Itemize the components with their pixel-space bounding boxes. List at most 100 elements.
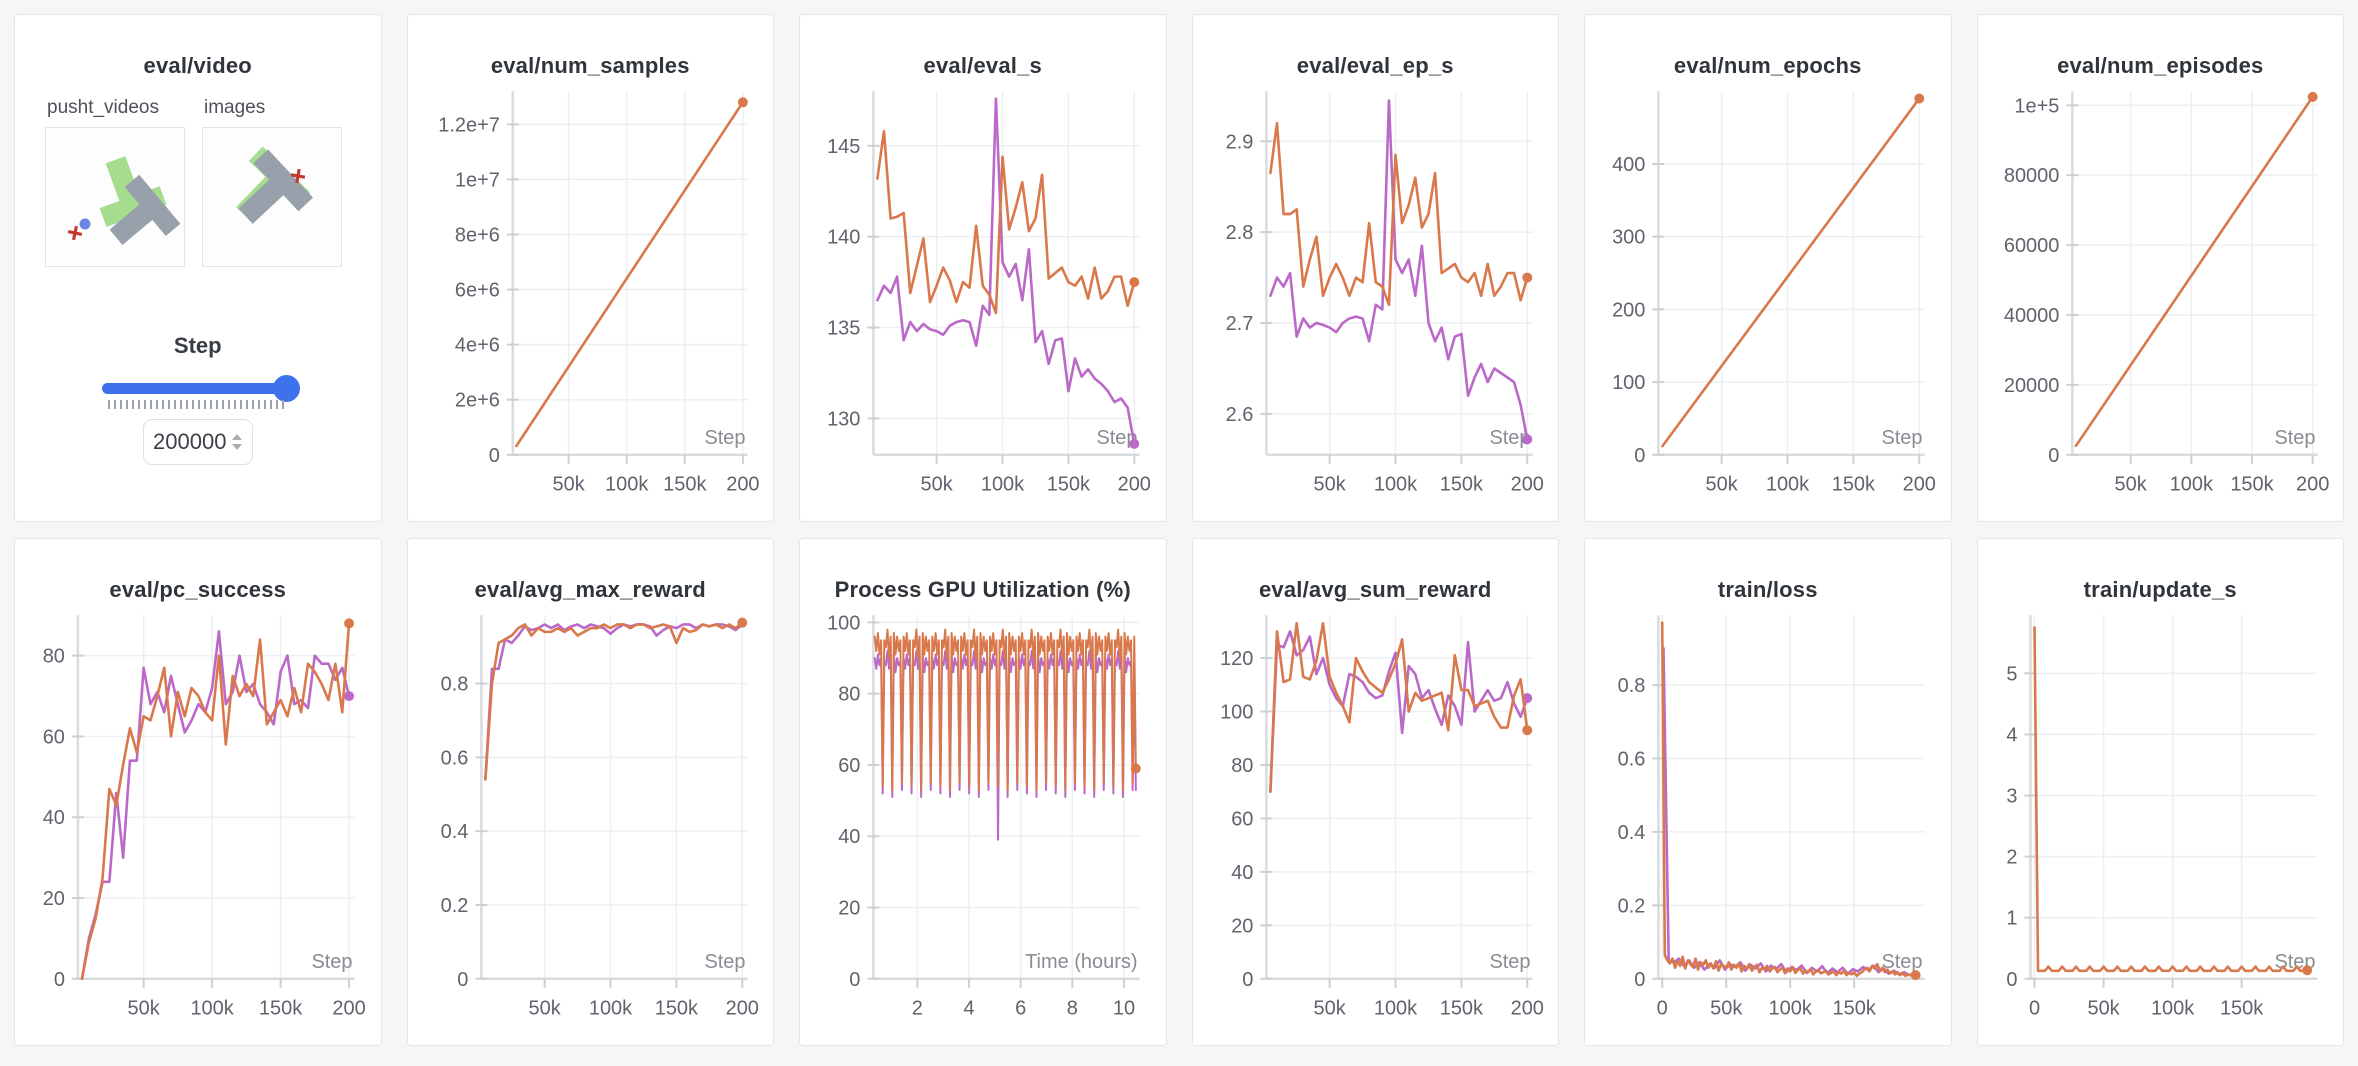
chart-panel[interactable]: eval/pc_success 50k 100k 150k 200 0 20 40 60 80 S… — [14, 538, 382, 1046]
x-axis-label: Step — [1881, 951, 1922, 973]
chart-canvas: 50k 100k 150k 200 0 0.2 0.4 0.6 0.8 Step — [440, 615, 758, 1020]
y-tick-label: 20 — [1231, 915, 1253, 937]
y-tick-label: 6e+6 — [454, 280, 499, 302]
series-end-dot-orange — [1910, 970, 1921, 981]
series-line-orange — [80, 622, 351, 981]
x-axis-label: Step — [704, 427, 745, 449]
series-end-dot-purple — [1129, 438, 1140, 449]
y-tick-label: 40 — [838, 826, 860, 848]
x-tick-label: 100k — [1373, 474, 1417, 496]
chart-canvas: 50k 100k 150k 200 0 2e+6 4e+6 6e+6 8e+6 1e+7 1.2e+… — [438, 91, 759, 496]
series-line-orange — [2074, 95, 2314, 448]
x-axis-label: Step — [704, 951, 745, 973]
y-tick-label: 80 — [43, 646, 65, 668]
x-tick-label: 8 — [1067, 998, 1078, 1020]
chart-panel[interactable]: eval/eval_ep_s 50k 100k 150k 200 2.6 2.7 2.8 2.… — [1191, 14, 1559, 522]
y-tick-label: 0.8 — [440, 674, 468, 696]
y-tick-label: 3 — [2006, 785, 2017, 807]
x-tick-label: 150k — [1832, 474, 1876, 496]
series-end-dot-purple — [344, 691, 355, 702]
chart-panel[interactable]: train/loss 0 50k 100k 150k 0 0.2 0.4 0.6 0.8 Step — [1584, 538, 1952, 1046]
x-tick-label: 150k — [2230, 474, 2274, 496]
series-line-orange — [1661, 97, 1921, 448]
slider-track[interactable] — [101, 383, 294, 394]
chart-canvas: 50k 100k 150k 200 0 100 200 300 400 Step — [1612, 91, 1936, 496]
chart-title: eval/eval_s — [923, 53, 1042, 78]
agent-dot — [79, 218, 91, 230]
y-tick-label: 80 — [1231, 755, 1253, 777]
chart-panel[interactable]: train/update_s 0 50k 100k 150k 0 1 2 3 4 5 Step — [1976, 538, 2344, 1046]
gray-t-shape — [109, 174, 181, 245]
y-tick-label: 60000 — [2003, 235, 2059, 257]
y-tick-label: 145 — [827, 136, 860, 158]
series-end-dot-orange — [2301, 965, 2312, 976]
chart-panel[interactable]: eval/eval_s 50k 100k 150k 200 130 135 140 145 St… — [799, 14, 1167, 522]
x-axis-label: Step — [2274, 427, 2315, 449]
x-tick-label: 200 — [1510, 474, 1543, 496]
x-tick-label: 100k — [2169, 474, 2213, 496]
pusht-video-thumbnail[interactable] — [45, 127, 185, 267]
chart-panel[interactable]: Process GPU Utilization (%) 2 4 6 8 10 0 20 40 6… — [799, 538, 1167, 1046]
y-tick-label: 2.6 — [1225, 404, 1253, 426]
series-line-purple — [873, 649, 1137, 841]
chart-panel[interactable]: eval/avg_max_reward 50k 100k 150k 200 0 0.2 0.… — [406, 538, 774, 1046]
x-tick-label: 200 — [725, 998, 758, 1020]
series-line-orange — [2032, 626, 2308, 973]
x-tick-label: 50k — [2087, 998, 2120, 1020]
chart-title: eval/num_samples — [490, 53, 690, 78]
y-tick-label: 120 — [1220, 648, 1253, 670]
y-tick-label: 0 — [457, 969, 468, 991]
y-tick-label: 2 — [2006, 847, 2017, 869]
y-tick-label: 60 — [1231, 808, 1253, 830]
chart-canvas: 50k 100k 150k 200 2.6 2.7 2.8 2.9 Step — [1225, 91, 1543, 496]
series-line-orange — [1268, 621, 1529, 793]
y-tick-label: 5 — [2006, 663, 2017, 685]
x-tick-label: 150k — [1833, 998, 1877, 1020]
media-row: pusht_videos — [45, 97, 381, 267]
series-end-dot-orange — [344, 618, 355, 629]
x-tick-label: 200 — [1510, 998, 1543, 1020]
y-tick-label: 4 — [2006, 724, 2017, 746]
image-thumbnail[interactable] — [202, 127, 342, 267]
step-slider-label: Step — [173, 333, 222, 358]
chart-panel[interactable]: eval/num_episodes 50k 100k 150k 200 0 20000 40… — [1976, 14, 2344, 522]
y-tick-label: 4e+6 — [454, 335, 499, 357]
series-line-orange — [514, 100, 744, 448]
y-tick-label: 60 — [838, 755, 860, 777]
series-end-dot-orange — [737, 97, 748, 108]
step-value-input[interactable]: 200000 — [142, 419, 253, 465]
y-tick-label: 0.8 — [1618, 675, 1646, 697]
chart-panel[interactable]: eval/num_samples 50k 100k 150k 200 0 2e+6 4e+6… — [406, 14, 774, 522]
x-tick-label: 100k — [1766, 474, 1810, 496]
y-tick-label: 135 — [827, 318, 860, 340]
stepper — [232, 434, 243, 450]
stepper-down-icon[interactable] — [232, 444, 243, 450]
x-axis-label: Step — [1489, 951, 1530, 973]
stepper-up-icon[interactable] — [232, 434, 243, 440]
step-slider[interactable] — [101, 375, 300, 415]
x-tick-label: 0 — [1657, 998, 1668, 1020]
y-tick-label: 0.2 — [440, 895, 468, 917]
y-tick-label: 20 — [43, 888, 65, 910]
chart-title: train/update_s — [2083, 577, 2237, 602]
slider-handle[interactable] — [272, 375, 300, 402]
y-tick-label: 80 — [838, 684, 860, 706]
chart-panel[interactable]: eval/avg_sum_reward 50k 100k 150k 200 0 20 40 6… — [1191, 538, 1559, 1046]
chart-canvas: 50k 100k 150k 200 0 20 40 60 80 Step — [43, 615, 366, 1020]
video-panel: eval/video pusht_videos — [14, 14, 382, 522]
y-tick-label: 0 — [2006, 969, 2017, 991]
x-tick-label: 150k — [654, 998, 698, 1020]
series-end-dot-orange — [1521, 272, 1532, 283]
x-tick-label: 150k — [259, 998, 303, 1020]
x-tick-label: 50k — [1710, 998, 1743, 1020]
series-end-dot-orange — [1129, 277, 1140, 288]
y-tick-label: 140 — [827, 227, 860, 249]
x-tick-label: 150k — [1047, 474, 1091, 496]
x-tick-label: 100k — [588, 998, 632, 1020]
chart-panel[interactable]: eval/num_epochs 50k 100k 150k 200 0 100 200 300… — [1584, 14, 1952, 522]
gray-t-shape — [238, 149, 314, 224]
chart-title: eval/avg_max_reward — [474, 577, 706, 602]
y-tick-label: 40 — [1231, 862, 1253, 884]
step-value: 200000 — [153, 429, 227, 454]
y-tick-label: 2.7 — [1225, 313, 1253, 335]
